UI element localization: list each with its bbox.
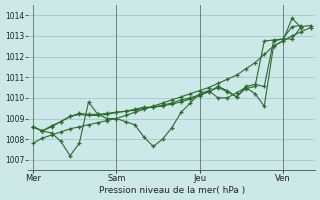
X-axis label: Pression niveau de la mer( hPa ): Pression niveau de la mer( hPa ) [99,186,245,195]
